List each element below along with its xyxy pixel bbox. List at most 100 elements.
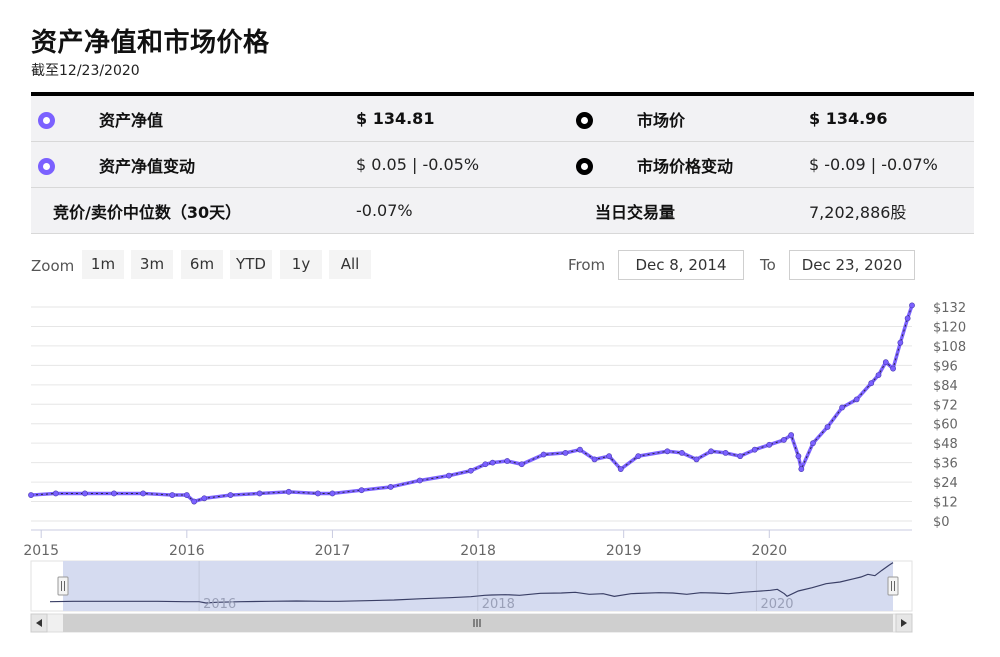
navigator[interactable]: 2016 2018 2020 <box>30 560 913 612</box>
nav-data-point <box>285 488 292 495</box>
nav-data-point <box>810 440 816 447</box>
x-tick-label: 2018 <box>460 543 496 559</box>
nav-data-point <box>489 459 496 466</box>
zoom-1m-button[interactable]: 1m <box>82 250 124 279</box>
nav-data-point <box>904 315 911 322</box>
navigator-left-handle[interactable] <box>57 576 69 596</box>
navigator-year-label: 2016 <box>203 597 236 612</box>
navigator-year-label: 2018 <box>482 597 515 612</box>
nav-data-point <box>882 359 889 366</box>
zoom-6m-button[interactable]: 6m <box>181 250 223 279</box>
to-date-input[interactable]: Dec 23, 2020 <box>789 250 915 280</box>
to-label: To <box>760 256 776 274</box>
nav-data-point <box>482 461 489 468</box>
y-tick-label: $12 <box>933 496 958 511</box>
nav-data-point <box>191 498 197 505</box>
spread-value: -0.07% <box>356 201 413 220</box>
nav-data-point <box>798 466 805 473</box>
nav-data-point <box>28 492 34 498</box>
y-tick-label: $0 <box>933 515 950 530</box>
nav-data-point <box>562 450 569 456</box>
zoom-all-button[interactable]: All <box>329 250 371 279</box>
nav-data-point <box>853 396 860 403</box>
nav-data-point <box>387 484 394 490</box>
nav-data-point <box>795 453 802 460</box>
zoom-3m-button[interactable]: 3m <box>131 250 173 279</box>
nav-data-point <box>635 453 642 460</box>
nav-data-point <box>839 404 846 411</box>
nav-data-point <box>693 456 700 463</box>
navigator-grid <box>198 561 757 611</box>
nav-data-point <box>183 492 190 498</box>
nav-data-point <box>909 302 915 309</box>
nav-legend-dot-icon <box>38 112 55 129</box>
nav-data-point <box>737 453 744 460</box>
nav-data-point <box>606 453 613 460</box>
nav-data-point <box>140 490 147 497</box>
nav-data-point <box>591 456 598 463</box>
market-change-label: 市场价格变动 <box>637 156 734 176</box>
y-tick-label: $120 <box>933 320 966 335</box>
nav-data-point <box>679 450 685 456</box>
from-date-input[interactable]: Dec 8, 2014 <box>618 250 744 280</box>
page-title: 资产净值和市场价格 <box>31 28 270 58</box>
nav-data-point <box>540 451 547 458</box>
nav-data-point <box>617 466 624 473</box>
nav-data-point <box>52 490 59 497</box>
volume-value: 7,202,886股 <box>809 202 907 222</box>
volume-label: 当日交易量 <box>595 202 676 222</box>
navigator-year-label: 2020 <box>760 597 793 612</box>
navigator-right-handle[interactable] <box>887 576 899 596</box>
y-tick-label: $132 <box>933 301 966 316</box>
arrow-left-icon <box>36 619 42 627</box>
nav-data-point <box>664 448 671 455</box>
as-of-date: 截至12/23/2020 <box>31 63 140 79</box>
arrow-right-icon <box>901 619 907 627</box>
scroll-right-button[interactable] <box>895 613 913 633</box>
zoom-1y-button[interactable]: 1y <box>280 250 322 279</box>
nav-data-point <box>227 492 234 498</box>
stats-row-changes: 资产净值变动 $ 0.05 | -0.05% 市场价格变动 $ -0.09 | … <box>31 142 974 188</box>
nav-change-label: 资产净值变动 <box>99 156 196 176</box>
chart-controls: Zoom 1m 3m 6m YTD 1y All From Dec 8, 201… <box>31 250 915 282</box>
zoom-ytd-button[interactable]: YTD <box>230 250 272 279</box>
x-tick-label: 2019 <box>606 543 642 559</box>
y-tick-label: $48 <box>933 437 958 452</box>
nav-data-point <box>897 339 904 346</box>
nav-data-point <box>875 372 882 378</box>
nav-data-point <box>708 448 714 455</box>
nav-data-point <box>81 490 88 497</box>
market-change-dot-icon <box>576 158 593 175</box>
nav-data-point <box>824 424 831 430</box>
nav-data-point <box>577 446 583 453</box>
nav-data-point <box>518 461 525 468</box>
y-tick-label: $24 <box>933 476 958 491</box>
scroll-left-button[interactable] <box>30 613 48 633</box>
spread-label: 竞价/卖价中位数（30天） <box>53 202 242 222</box>
chart-grid <box>31 306 912 522</box>
navigator-series-line <box>49 562 894 604</box>
nav-data-point <box>766 441 773 448</box>
stats-row-trading: 竞价/卖价中位数（30天） -0.07% 当日交易量 7,202,886股 <box>31 188 974 234</box>
nav-data-point <box>467 467 474 474</box>
x-axis-ticks: 2015 2016 2017 2018 2019 2020 <box>23 530 787 559</box>
nav-data-point <box>890 365 896 372</box>
scrollbar-grip-icon <box>473 619 481 627</box>
scrollbar-thumb[interactable] <box>63 614 893 632</box>
market-legend-dot-icon <box>576 112 593 129</box>
from-label: From <box>568 256 606 274</box>
nav-data-point <box>314 490 321 497</box>
nav-data-point <box>201 495 208 502</box>
zoom-label: Zoom <box>31 257 75 275</box>
stats-row-prices: 资产净值 $ 134.81 市场价 $ 134.96 <box>31 96 974 142</box>
nav-data-point <box>780 437 787 443</box>
x-tick-label: 2020 <box>751 543 787 559</box>
nav-data-point <box>111 490 117 497</box>
market-value: $ 134.96 <box>809 109 888 128</box>
nav-data-point <box>788 432 795 438</box>
nav-data-point <box>446 472 452 479</box>
y-tick-label: $84 <box>933 379 958 394</box>
scrollbar[interactable] <box>30 613 913 633</box>
y-tick-label: $108 <box>933 340 966 355</box>
nav-data-point <box>256 490 263 497</box>
